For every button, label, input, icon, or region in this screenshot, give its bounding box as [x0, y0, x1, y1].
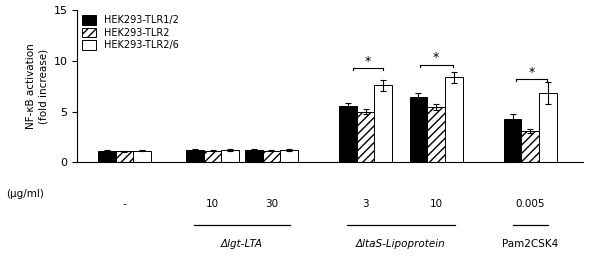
- Bar: [186, 150, 204, 162]
- Text: *: *: [433, 51, 439, 64]
- Text: 3: 3: [362, 199, 369, 209]
- Bar: [339, 106, 356, 162]
- Bar: [262, 151, 280, 162]
- Bar: [445, 77, 462, 162]
- Text: (µg/ml): (µg/ml): [6, 189, 44, 199]
- Text: 30: 30: [265, 199, 278, 209]
- Bar: [409, 97, 427, 162]
- Bar: [427, 107, 445, 162]
- Bar: [133, 151, 151, 162]
- Bar: [98, 151, 115, 162]
- Text: 10: 10: [206, 199, 219, 209]
- Bar: [539, 93, 557, 162]
- Y-axis label: NF-κB activation
(fold increase): NF-κB activation (fold increase): [26, 43, 48, 129]
- Bar: [521, 131, 539, 162]
- Bar: [356, 112, 374, 162]
- Text: 0.005: 0.005: [515, 199, 545, 209]
- Text: *: *: [365, 55, 371, 68]
- Bar: [204, 151, 221, 162]
- Text: -: -: [123, 199, 126, 209]
- Text: Pam2CSK4: Pam2CSK4: [502, 239, 558, 249]
- Bar: [280, 150, 298, 162]
- Text: 10: 10: [430, 199, 443, 209]
- Bar: [374, 85, 392, 162]
- Legend: HEK293-TLR1/2, HEK293-TLR2, HEK293-TLR2/6: HEK293-TLR1/2, HEK293-TLR2, HEK293-TLR2/…: [80, 13, 180, 52]
- Bar: [221, 150, 239, 162]
- Text: ΔltaS-Lipoprotein: ΔltaS-Lipoprotein: [356, 239, 446, 249]
- Bar: [115, 151, 133, 162]
- Text: Δlgt-LTA: Δlgt-LTA: [221, 239, 263, 249]
- Bar: [245, 150, 262, 162]
- Text: *: *: [528, 66, 534, 79]
- Bar: [504, 119, 521, 162]
